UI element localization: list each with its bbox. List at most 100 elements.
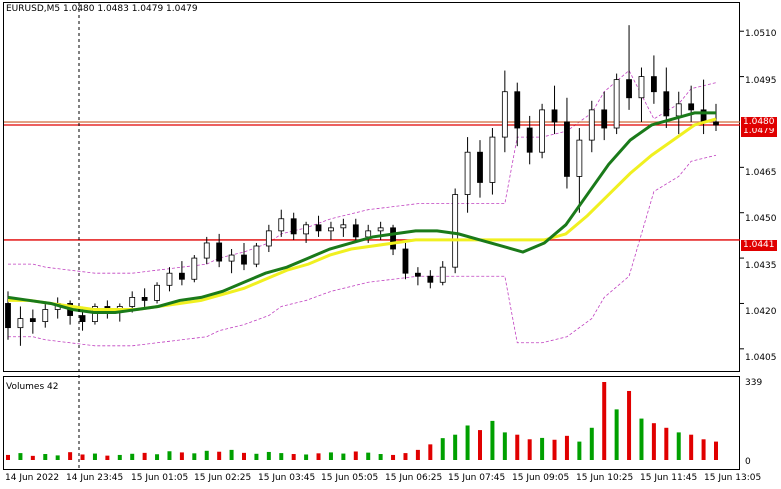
volume-bar [689, 434, 694, 460]
candle-body [390, 227, 396, 250]
ohlc-values: 1.0480 1.0483 1.0479 1.0479 [63, 4, 198, 14]
volume-bar [627, 390, 632, 460]
volume-bar [540, 437, 545, 460]
volume-bar [217, 451, 222, 460]
candle-body [166, 272, 173, 286]
volume-bar [552, 439, 557, 460]
candle-body [526, 127, 533, 153]
volume-bar [527, 439, 532, 460]
volume-bar [378, 454, 383, 460]
volume-bar [664, 427, 669, 460]
candle-body [713, 121, 719, 126]
price-tick: 1.0465 [745, 168, 777, 178]
volume-bar [515, 434, 520, 460]
candle-body [539, 109, 546, 153]
candle-body [278, 218, 285, 232]
candle-body [414, 272, 421, 277]
candle-body [464, 151, 471, 195]
candle-body [303, 224, 310, 235]
volume-bar [279, 453, 284, 460]
candle-body [613, 79, 620, 129]
volume-bar [6, 454, 10, 460]
volume-bar [266, 451, 271, 460]
volume-bar [242, 452, 246, 460]
candle-body [29, 318, 36, 323]
volume-bar [155, 454, 160, 460]
volume-bar [502, 432, 507, 460]
volume-tick-max: 339 [745, 378, 763, 388]
candle-body [601, 109, 608, 129]
candle-body [340, 224, 347, 229]
candle-body [402, 248, 409, 274]
volume-bar [602, 382, 607, 460]
price-tick: 1.0405 [745, 353, 777, 363]
ma-fast-line [7, 111, 716, 315]
time-label: 15 Jun 10:25 [576, 473, 634, 483]
volume-bar [18, 453, 23, 460]
volume-bar [440, 438, 445, 460]
volume-bar [714, 441, 718, 460]
candle-body [79, 315, 86, 323]
moving-averages [7, 111, 717, 315]
time-label: 15 Jun 05:05 [321, 473, 379, 483]
symbol-name: EURUSD,M5 [6, 4, 61, 14]
volume-bar [179, 452, 184, 460]
candle-body [576, 139, 583, 177]
candle-body [290, 218, 297, 235]
candle-body [216, 242, 223, 262]
current-price-tag-low: 1.0479 [741, 126, 777, 137]
candle-body [154, 284, 160, 301]
candle-body [315, 224, 322, 232]
volume-bar [55, 455, 60, 460]
volume-bar [328, 452, 333, 460]
candle-body [42, 309, 49, 323]
candle-body [477, 151, 483, 183]
time-label: 15 Jun 02:25 [194, 473, 252, 483]
volume-bar [291, 454, 296, 460]
time-label: 15 Jun 06:25 [385, 473, 443, 483]
candle-body [427, 275, 434, 283]
volume-bar [701, 439, 706, 460]
candle-body [626, 79, 632, 99]
time-label: 14 Jun 23:45 [66, 473, 124, 483]
volume-bar [30, 455, 35, 460]
volume-bar [453, 434, 458, 460]
candle-body [129, 297, 136, 307]
candle-body [688, 103, 695, 111]
volume-bar [167, 451, 172, 460]
volume-bar [353, 451, 358, 460]
volume-bar [142, 452, 147, 460]
time-label: 15 Jun 13:05 [704, 473, 762, 483]
volume-bar [316, 453, 321, 460]
price-tick: 1.0435 [745, 261, 777, 271]
time-label: 15 Jun 11:45 [640, 473, 698, 483]
volume-bar [204, 450, 209, 460]
candle-body [141, 297, 148, 301]
price-tick: 1.0495 [745, 76, 777, 86]
candle-body [638, 76, 645, 99]
volume-bar [105, 455, 110, 460]
volume-bar [589, 427, 594, 460]
volume-title: Volumes 42 [6, 382, 59, 392]
price-tick: 1.0510 [745, 29, 777, 39]
volume-bar [651, 423, 656, 460]
volume-bar [229, 449, 234, 460]
level-tag: 1.0441 [741, 240, 777, 251]
candle-body [17, 318, 24, 329]
volume-bar [304, 454, 309, 460]
time-label: 15 Jun 07:45 [448, 473, 506, 483]
candle-body [92, 306, 98, 323]
candle-body [178, 272, 185, 280]
bollinger-bands [8, 69, 717, 347]
candle-body [265, 230, 272, 247]
candle-body [588, 109, 595, 141]
volume-bar [92, 453, 97, 460]
bollinger-lower [8, 154, 717, 347]
volume-bar [490, 420, 495, 460]
price-tick: 1.0450 [745, 214, 777, 224]
candle-body [501, 91, 508, 138]
time-label: 14 Jun 2022 [5, 473, 60, 483]
volume-bar [403, 453, 408, 460]
candle-body [352, 224, 359, 238]
